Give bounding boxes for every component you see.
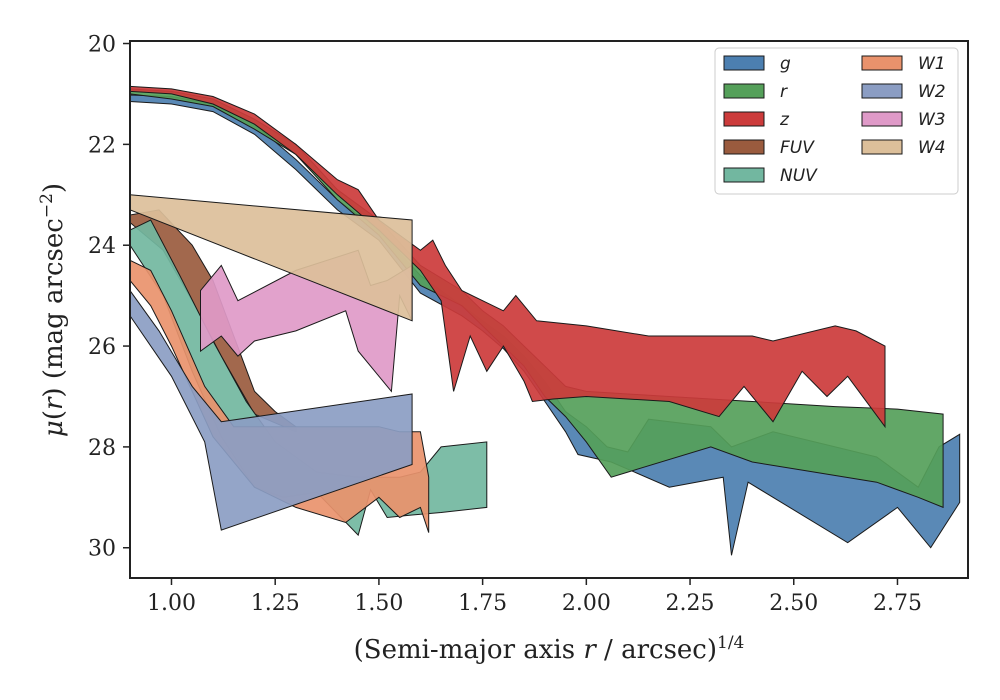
series-band-w4 — [130, 194, 413, 322]
x-axis-label: (Semi-major axis r / arcsec)1/4 — [354, 633, 745, 665]
x-axis: 1.00 1.25 1.50 1.75 2.00 2.25 2.50 2.75 — [147, 578, 922, 616]
x-tick-label: 2.25 — [666, 591, 715, 616]
legend-swatch-r — [723, 83, 765, 99]
y-axis-label: μ(r) (mag arcsec−2) — [37, 183, 69, 437]
legend: grz FUV NUV W1 W2 W3 W4 — [714, 47, 959, 195]
y-tick-label: 26 — [88, 335, 116, 360]
legend-label-w2: W2 — [918, 82, 946, 102]
x-tick-label: 2.75 — [873, 591, 922, 616]
y-tick-label: 30 — [88, 537, 116, 562]
y-tick-label: 24 — [88, 234, 116, 259]
series-band-w2 — [130, 289, 413, 531]
legend-swatch-w2 — [861, 83, 903, 99]
legend-label-r: r — [780, 82, 788, 102]
legend-label-w4: W4 — [918, 138, 946, 158]
x-tick-label: 2.00 — [562, 591, 611, 616]
plot-area — [130, 85, 961, 556]
legend-swatch-w3 — [861, 111, 903, 127]
legend-label-g: g — [780, 54, 791, 74]
legend-label-w3: W3 — [918, 110, 946, 130]
x-tick-label: 1.00 — [147, 591, 196, 616]
legend-swatch-fuv — [723, 139, 765, 155]
legend-label-z: z — [779, 110, 790, 130]
legend-swatch-z — [723, 111, 765, 127]
y-axis: 20 22 24 26 28 30 — [88, 33, 130, 562]
x-tick-label: 1.25 — [251, 591, 300, 616]
x-tick-label: 1.50 — [354, 591, 403, 616]
series-band-z — [130, 85, 886, 429]
x-tick-label: 1.75 — [458, 591, 507, 616]
y-tick-label: 22 — [88, 133, 116, 158]
legend-swatch-w1 — [861, 55, 903, 71]
y-tick-label: 28 — [88, 436, 116, 461]
legend-swatch-g — [723, 55, 765, 71]
legend-label-nuv: NUV — [780, 166, 818, 186]
plot-frame — [129, 40, 969, 579]
y-tick-label: 20 — [88, 33, 116, 58]
legend-swatch-w4 — [861, 139, 903, 155]
legend-label-w1: W1 — [918, 54, 946, 74]
x-tick-label: 2.50 — [769, 591, 818, 616]
legend-label-fuv: FUV — [780, 138, 815, 158]
legend-swatch-nuv — [723, 167, 765, 183]
